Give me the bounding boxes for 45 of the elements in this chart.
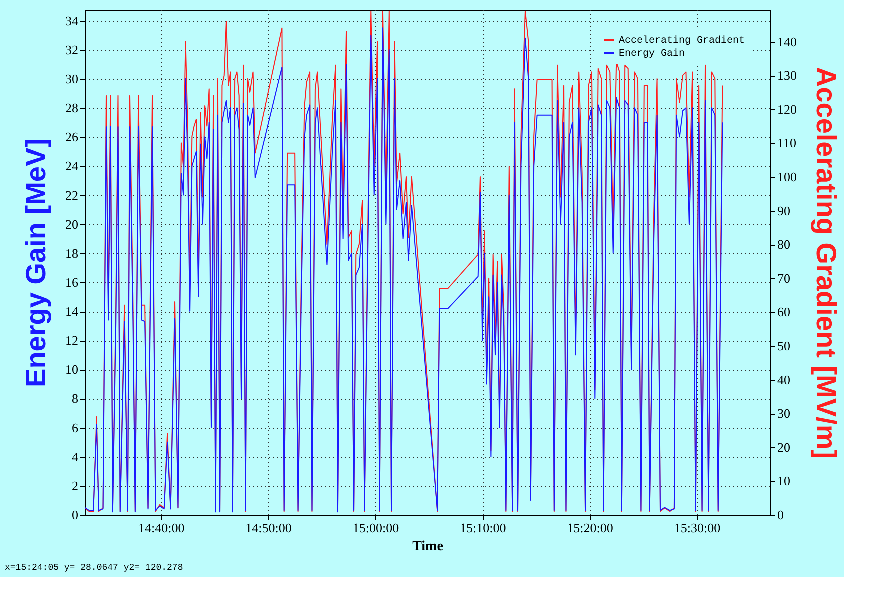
y2-tick-label: 70 — [778, 270, 790, 286]
y-axis-title: Energy Gain [MeV] — [20, 138, 52, 388]
y-tick-label: 6 — [72, 420, 79, 436]
y2-tick-label: 120 — [778, 102, 797, 117]
x-tick-label: 15:10:00 — [460, 520, 506, 536]
y-tick-label: 16 — [66, 274, 79, 290]
legend-label: Accelerating Gradient — [619, 35, 746, 47]
text: x=15:24:05 y= 28.0647 y2= 120.278 — [5, 563, 184, 573]
y-tick-label: 18 — [66, 246, 78, 261]
y2-tick-label: 140 — [778, 34, 797, 50]
y-tick-label: 4 — [72, 449, 79, 464]
y2-tick-label: 60 — [778, 304, 790, 320]
y2-tick-label: 80 — [778, 237, 790, 252]
y-tick-label: 28 — [66, 100, 78, 116]
y2-tick-label: 20 — [778, 440, 790, 455]
y2-tick-label: 10 — [778, 474, 790, 489]
y2-tick-label: 50 — [778, 338, 790, 354]
y2-tick-label: 130 — [778, 68, 797, 84]
y-tick-label: 8 — [72, 391, 78, 406]
y2-tick-label: 100 — [778, 169, 797, 184]
legend-label: Energy Gain — [619, 48, 686, 60]
x-tick-label: 15:30:00 — [674, 520, 721, 536]
y2-tick-label: 30 — [778, 406, 790, 422]
y2-axis-title: Accelerating Gradient [MV/m] — [811, 66, 842, 460]
x-tick-label: 14:50:00 — [246, 520, 292, 536]
y2-tick-label: 90 — [778, 203, 790, 218]
y-tick-label: 22 — [66, 188, 78, 203]
x-axis-title: Time — [412, 540, 444, 554]
y-tick-label: 24 — [66, 158, 79, 174]
y-tick-label: 14 — [66, 304, 79, 320]
y-tick-label: 30 — [66, 72, 78, 87]
y-tick-label: 32 — [66, 42, 78, 58]
y-tick-label: 0 — [72, 508, 78, 522]
y-tick-label: 2 — [72, 478, 78, 494]
x-tick-label: 15:00:00 — [352, 520, 400, 536]
y-tick-label: 10 — [66, 362, 78, 378]
y2-tick-label: 40 — [778, 372, 790, 388]
y-tick-label: 12 — [66, 333, 78, 348]
y-tick-label: 34 — [66, 13, 79, 28]
x-tick-label: 15:20:00 — [567, 520, 614, 536]
y2-tick-label: 110 — [778, 136, 797, 151]
y-tick-label: 26 — [66, 130, 79, 145]
y-tick-label: 20 — [66, 216, 78, 232]
y2-tick-label: 0 — [778, 508, 784, 522]
x-tick-label: 14:40:00 — [138, 520, 185, 536]
